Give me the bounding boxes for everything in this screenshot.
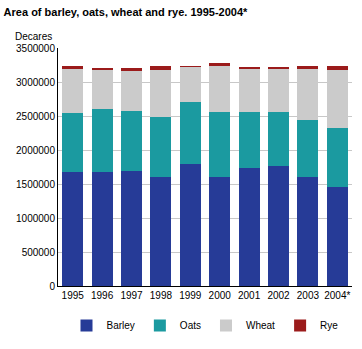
svg-text:1000000: 1000000 [16,213,55,224]
svg-text:3500000: 3500000 [16,43,55,54]
svg-text:Area of barley, oats, wheat an: Area of barley, oats, wheat and rye. 199… [4,6,248,18]
svg-text:Oats: Oats [180,320,201,331]
svg-text:2500000: 2500000 [16,111,55,122]
svg-text:1995: 1995 [62,290,85,301]
svg-text:1998: 1998 [150,290,173,301]
svg-text:3000000: 3000000 [16,77,55,88]
svg-text:2003: 2003 [297,290,320,301]
svg-text:Decares: Decares [15,31,52,42]
svg-text:Wheat: Wheat [246,320,275,331]
svg-text:Rye: Rye [320,320,338,331]
svg-text:Barley: Barley [107,320,135,331]
svg-text:0: 0 [49,281,55,292]
svg-text:500000: 500000 [22,247,56,258]
svg-text:1996: 1996 [91,290,114,301]
svg-text:2001: 2001 [238,290,261,301]
svg-text:2000000: 2000000 [16,145,55,156]
svg-text:1997: 1997 [120,290,143,301]
svg-text:2000: 2000 [209,290,232,301]
svg-text:2002: 2002 [267,290,290,301]
svg-text:1500000: 1500000 [16,179,55,190]
svg-text:1999: 1999 [179,290,202,301]
svg-text:2004*: 2004* [324,290,350,301]
